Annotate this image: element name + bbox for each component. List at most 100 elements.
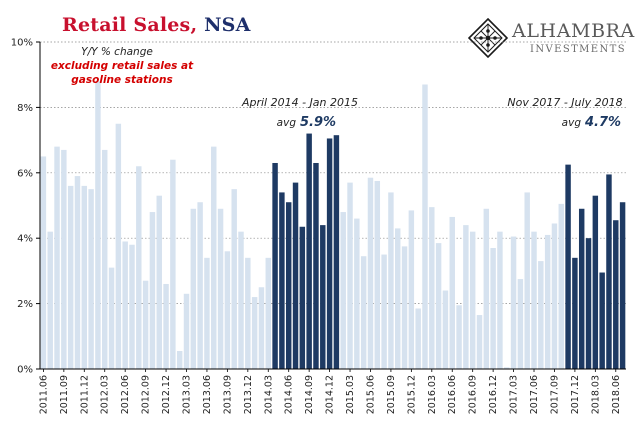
bar: [149, 212, 156, 369]
x-tick-label: 2013.06: [202, 375, 213, 414]
x-tick-label: 2016.03: [427, 375, 438, 414]
x-tick-label: 2018.03: [590, 375, 601, 414]
bar: [279, 192, 285, 369]
bar: [531, 231, 537, 369]
bar: [374, 180, 381, 369]
x-tick-label: 2012.09: [141, 375, 152, 414]
bar: [108, 267, 115, 369]
bar: [435, 243, 442, 369]
bar: [490, 248, 496, 369]
period1-avg-value: 5.9%: [300, 115, 336, 130]
bar: [613, 220, 619, 369]
logo-subtitle: INVESTMENTS: [530, 44, 626, 55]
bar: [476, 315, 483, 369]
bar: [142, 280, 149, 369]
bar: [401, 246, 408, 370]
y-tick-label: 4%: [17, 234, 33, 245]
logo-name: ALHAMBRA: [512, 20, 635, 42]
bar: [354, 218, 360, 369]
bar: [360, 256, 367, 369]
bar: [217, 208, 224, 369]
bar: [67, 185, 74, 369]
y-tick-label: 6%: [17, 168, 33, 179]
x-tick-label: 2016.12: [488, 375, 499, 414]
title-part-retail-sales: Retail Sales,: [62, 14, 198, 36]
bar: [538, 261, 544, 369]
bar: [163, 283, 169, 369]
bar: [415, 308, 421, 369]
x-tick-label: 2012.12: [161, 375, 172, 414]
x-tick-label: 2015.06: [365, 375, 376, 414]
x-tick-label: 2011.12: [79, 375, 90, 414]
page-title: Retail Sales, NSA: [62, 14, 251, 36]
bar: [190, 208, 197, 369]
x-tick-label: 2015.09: [386, 375, 397, 414]
bar: [544, 234, 551, 369]
bar: [326, 138, 333, 369]
x-tick-label: 2014.09: [304, 375, 315, 414]
period2-avg-value: 4.7%: [584, 115, 621, 130]
bar: [483, 208, 490, 369]
bar: [456, 305, 462, 369]
bar: [265, 257, 271, 369]
bar: [572, 257, 578, 369]
bar: [442, 290, 449, 369]
annotation-excluding-line1: excluding retail sales at: [51, 60, 194, 72]
bar: [497, 231, 503, 369]
bar: [388, 192, 394, 369]
bar: [122, 241, 128, 369]
bar: [115, 123, 122, 369]
title-part-nsa: NSA: [197, 14, 251, 36]
bar: [204, 257, 210, 369]
bar: [95, 81, 101, 370]
bar: [170, 159, 176, 369]
bar: [129, 244, 135, 369]
bar: [578, 208, 585, 369]
x-tick-label: 2012.06: [120, 375, 131, 414]
bar: [606, 174, 612, 369]
bar: [40, 156, 47, 369]
bar: [551, 223, 558, 369]
period1-label: April 2014 - Jan 2015: [241, 96, 358, 109]
bar: [367, 177, 374, 369]
alhambra-logo: ALHAMBRA INVESTMENTS: [468, 18, 638, 62]
axes: [39, 42, 626, 370]
x-tick-label: 2013.12: [243, 375, 254, 414]
bar: [395, 228, 401, 369]
bars: [40, 81, 626, 370]
bar: [524, 192, 530, 369]
bar: [599, 272, 605, 369]
bar: [197, 202, 203, 369]
bar: [619, 202, 626, 369]
bar: [510, 236, 517, 369]
x-tick-label: 2018.06: [611, 375, 622, 414]
x-axis-ticks: 2011.06 2011.09 2011.12 2012.03 2012.06 2012.…: [38, 369, 622, 414]
y-axis-ticks: 0% 2% 4% 6% 8% 10%: [11, 38, 40, 376]
period2-avg-prefix: avg: [562, 117, 582, 129]
bar: [320, 225, 326, 369]
bar: [306, 133, 312, 369]
annotation-excluding-line2: gasoline stations: [71, 74, 172, 86]
bar: [592, 195, 599, 369]
period2-label: Nov 2017 - July 2018: [507, 96, 622, 109]
x-tick-label: 2015.03: [345, 375, 356, 414]
bar: [136, 166, 142, 369]
bar: [565, 164, 571, 370]
x-tick-label: 2016.06: [447, 375, 458, 414]
bar: [449, 216, 455, 369]
bar: [517, 279, 524, 369]
bar: [463, 225, 469, 369]
bar: [313, 162, 319, 369]
bar: [47, 231, 53, 369]
bar: [558, 203, 564, 369]
bar: [74, 176, 81, 369]
y-tick-label: 2%: [17, 299, 33, 310]
x-tick-label: 2016.09: [468, 375, 479, 414]
x-tick-label: 2017.09: [549, 375, 560, 414]
bar: [156, 195, 162, 369]
bar: [299, 226, 306, 369]
bar: [504, 367, 510, 369]
bar: [183, 293, 190, 369]
bar: [408, 210, 415, 369]
bar: [81, 185, 88, 369]
